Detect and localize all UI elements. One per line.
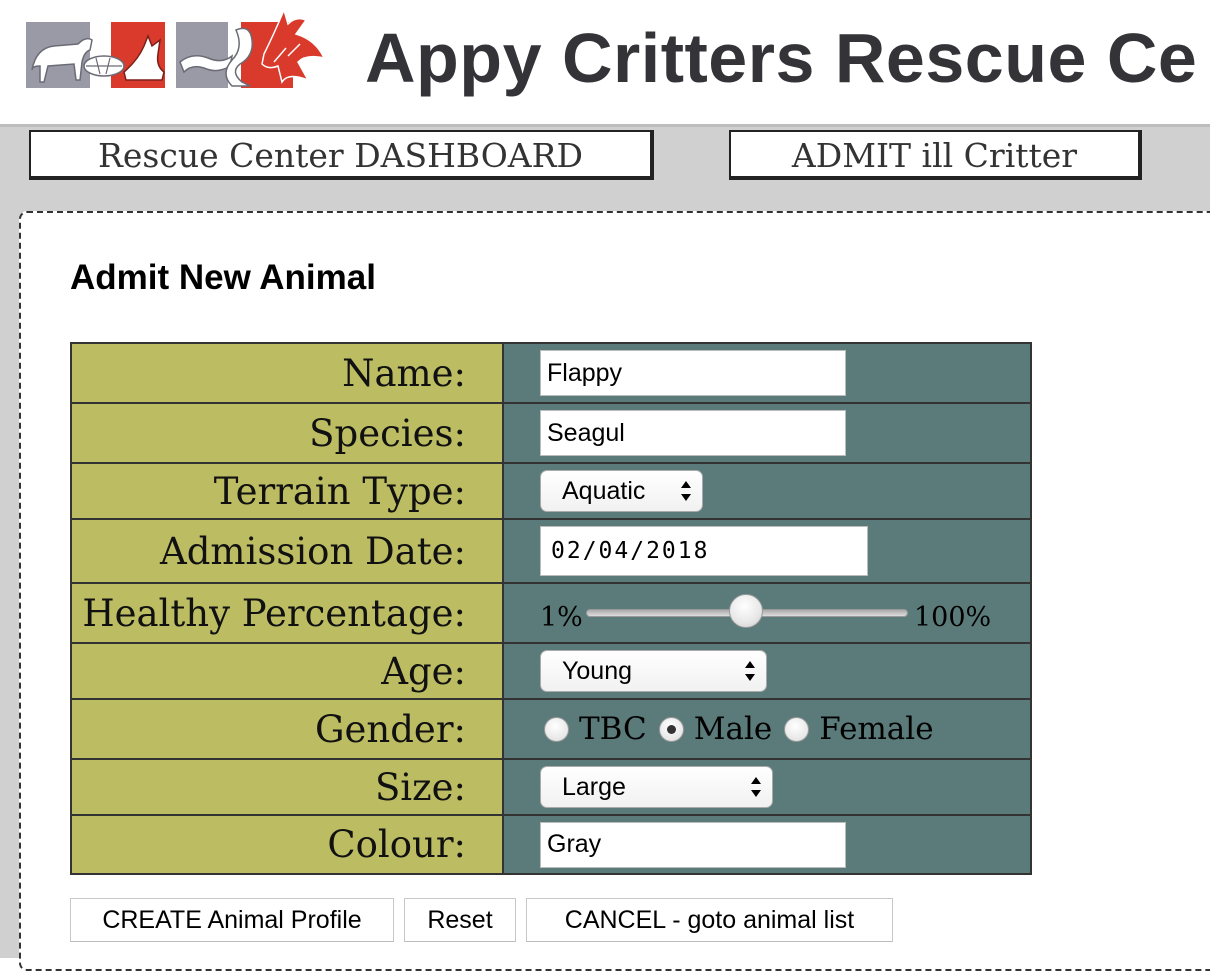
site-header: Appy Critters Rescue Ce <box>0 0 1210 126</box>
form-row-size: Size: Large <box>70 758 1032 816</box>
create-profile-button[interactable]: CREATE Animal Profile <box>70 898 394 942</box>
age-select-value: Young <box>562 657 632 685</box>
admit-form-table: Name: Species: Terrain Type: Aquatic Adm… <box>70 342 1032 875</box>
gender-radio-tbc[interactable] <box>544 716 569 742</box>
gender-option-female: Female <box>819 711 934 747</box>
form-row-name: Name: <box>70 342 1032 404</box>
form-row-colour: Colour: <box>70 814 1032 875</box>
form-row-species: Species: <box>70 402 1032 464</box>
age-label: Age: <box>70 642 504 700</box>
name-input[interactable] <box>540 350 846 396</box>
up-down-arrows-icon <box>751 777 761 797</box>
gender-option-male: Male <box>693 711 773 747</box>
age-select[interactable]: Young <box>540 650 767 692</box>
gender-radio-female[interactable] <box>784 716 810 742</box>
up-down-arrows-icon <box>745 661 755 681</box>
size-select[interactable]: Large <box>540 766 773 808</box>
health-slider-group: 1% 100% <box>540 584 1030 642</box>
size-select-value: Large <box>562 773 626 801</box>
health-min-label: 1% <box>540 602 583 633</box>
form-row-age: Age: Young <box>70 642 1032 700</box>
gender-label: Gender: <box>70 698 504 760</box>
terrain-select[interactable]: Aquatic <box>540 470 703 512</box>
terrain-select-value: Aquatic <box>562 477 646 505</box>
colour-label: Colour: <box>70 814 504 875</box>
health-label: Healthy Percentage: <box>70 582 504 644</box>
size-label: Size: <box>70 758 504 816</box>
rescue-center-logo <box>26 7 326 88</box>
site-title: Appy Critters Rescue Ce <box>365 19 1198 97</box>
name-label: Name: <box>70 342 504 404</box>
nav-admit-button[interactable]: ADMIT ill Critter <box>729 130 1142 180</box>
form-row-admission-date: Admission Date: 02/04/2018 <box>70 518 1032 584</box>
health-slider-thumb[interactable] <box>728 594 763 628</box>
admission-date-input[interactable]: 02/04/2018 <box>540 526 868 576</box>
gender-radio-group: TBC Male Female <box>544 700 1030 758</box>
gender-option-tbc: TBC <box>579 711 647 747</box>
health-max-label: 100% <box>914 602 992 633</box>
terrain-label: Terrain Type: <box>70 462 504 520</box>
species-input[interactable] <box>540 410 846 456</box>
form-row-gender: Gender: TBC Male Female <box>70 698 1032 760</box>
cancel-button[interactable]: CANCEL - goto animal list <box>526 898 893 942</box>
up-down-arrows-icon <box>681 481 691 501</box>
reset-button[interactable]: Reset <box>404 898 516 942</box>
nav-dashboard-button[interactable]: Rescue Center DASHBOARD <box>29 130 654 180</box>
form-row-health: Healthy Percentage: 1% 100% <box>70 582 1032 644</box>
form-row-terrain: Terrain Type: Aquatic <box>70 462 1032 520</box>
admission-date-label: Admission Date: <box>70 518 504 584</box>
header-divider <box>0 124 1210 127</box>
species-label: Species: <box>70 402 504 464</box>
gender-radio-male[interactable] <box>658 716 684 742</box>
form-heading: Admit New Animal <box>70 258 376 297</box>
colour-input[interactable] <box>540 821 846 868</box>
